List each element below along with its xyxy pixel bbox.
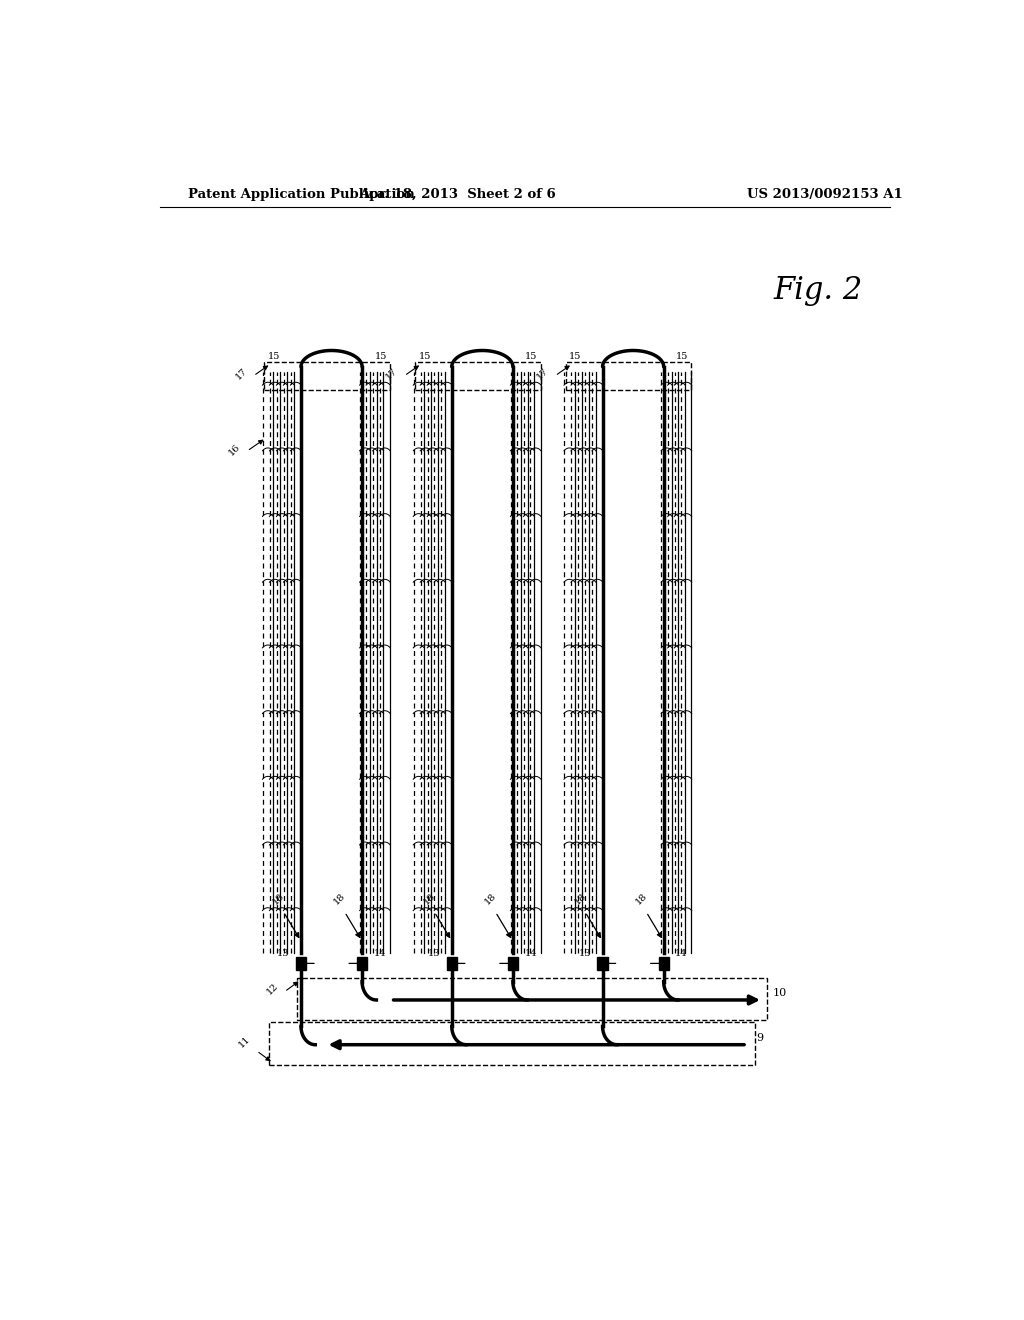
- Bar: [296, 957, 306, 970]
- Text: 10: 10: [772, 987, 786, 998]
- Text: Patent Application Publication: Patent Application Publication: [187, 189, 415, 202]
- Bar: [297, 978, 767, 1020]
- Bar: [658, 957, 669, 970]
- Text: 17: 17: [535, 366, 550, 381]
- Bar: [446, 957, 457, 970]
- Text: 15: 15: [676, 351, 688, 360]
- Text: 13: 13: [428, 949, 440, 958]
- Text: 17: 17: [384, 366, 399, 381]
- Text: 15: 15: [375, 351, 387, 360]
- Text: 18: 18: [271, 892, 287, 907]
- Text: 15: 15: [419, 351, 431, 360]
- Text: 16: 16: [227, 442, 243, 457]
- Text: 13: 13: [579, 949, 591, 958]
- Text: 18: 18: [572, 892, 588, 907]
- Text: 18: 18: [483, 892, 499, 907]
- Text: 14: 14: [524, 949, 537, 958]
- Text: 11: 11: [237, 1035, 252, 1049]
- Text: 15: 15: [267, 351, 280, 360]
- Text: 15: 15: [525, 351, 538, 360]
- Text: US 2013/0092153 A1: US 2013/0092153 A1: [748, 189, 903, 202]
- Bar: [508, 957, 518, 970]
- Bar: [566, 362, 691, 391]
- Bar: [597, 957, 607, 970]
- Text: 18: 18: [634, 892, 649, 907]
- Text: 13: 13: [278, 949, 290, 958]
- Text: 9: 9: [757, 1032, 764, 1043]
- Text: 14: 14: [675, 949, 687, 958]
- Text: Apr. 18, 2013  Sheet 2 of 6: Apr. 18, 2013 Sheet 2 of 6: [359, 189, 556, 202]
- Text: 18: 18: [422, 892, 437, 907]
- Bar: [269, 1022, 755, 1065]
- Bar: [264, 362, 390, 391]
- Text: 12: 12: [264, 982, 280, 997]
- Bar: [357, 957, 368, 970]
- Text: 14: 14: [374, 949, 386, 958]
- Text: 15: 15: [569, 351, 582, 360]
- Text: 17: 17: [233, 366, 249, 381]
- Text: Fig. 2: Fig. 2: [774, 275, 863, 306]
- Text: 18: 18: [333, 892, 347, 907]
- Bar: [416, 362, 541, 391]
